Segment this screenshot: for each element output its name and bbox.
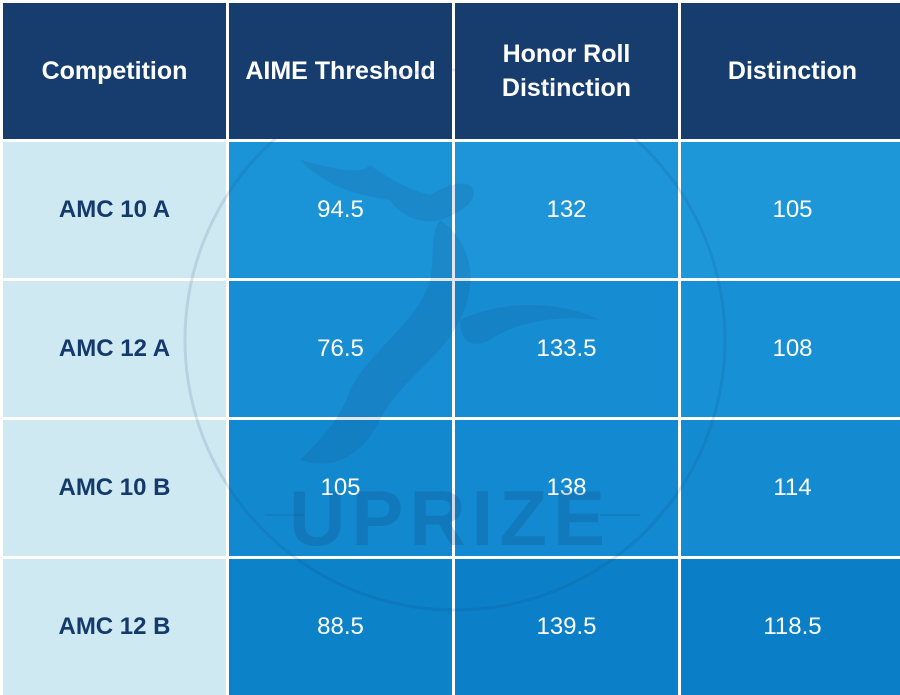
cell-distinction-amc12a: 108 bbox=[681, 281, 900, 417]
cell-honor-amc10a: 132 bbox=[455, 142, 678, 278]
cell-aime-amc10b: 105 bbox=[229, 420, 452, 556]
cell-honor-amc12a: 133.5 bbox=[455, 281, 678, 417]
header-honor-roll: Honor Roll Distinction bbox=[455, 3, 678, 139]
cell-honor-amc10b: 138 bbox=[455, 420, 678, 556]
row-label-amc12b: AMC 12 B bbox=[3, 559, 226, 695]
header-distinction: Distinction bbox=[681, 3, 900, 139]
cell-aime-amc12a: 76.5 bbox=[229, 281, 452, 417]
header-aime-threshold: AIME Threshold bbox=[229, 3, 452, 139]
cell-aime-amc10a: 94.5 bbox=[229, 142, 452, 278]
cell-honor-amc12b: 139.5 bbox=[455, 559, 678, 695]
row-label-amc10b: AMC 10 B bbox=[3, 420, 226, 556]
cell-aime-amc12b: 88.5 bbox=[229, 559, 452, 695]
cell-distinction-amc12b: 118.5 bbox=[681, 559, 900, 695]
cell-distinction-amc10b: 114 bbox=[681, 420, 900, 556]
header-competition: Competition bbox=[3, 3, 226, 139]
cell-distinction-amc10a: 105 bbox=[681, 142, 900, 278]
row-label-amc12a: AMC 12 A bbox=[3, 281, 226, 417]
row-label-amc10a: AMC 10 A bbox=[3, 142, 226, 278]
